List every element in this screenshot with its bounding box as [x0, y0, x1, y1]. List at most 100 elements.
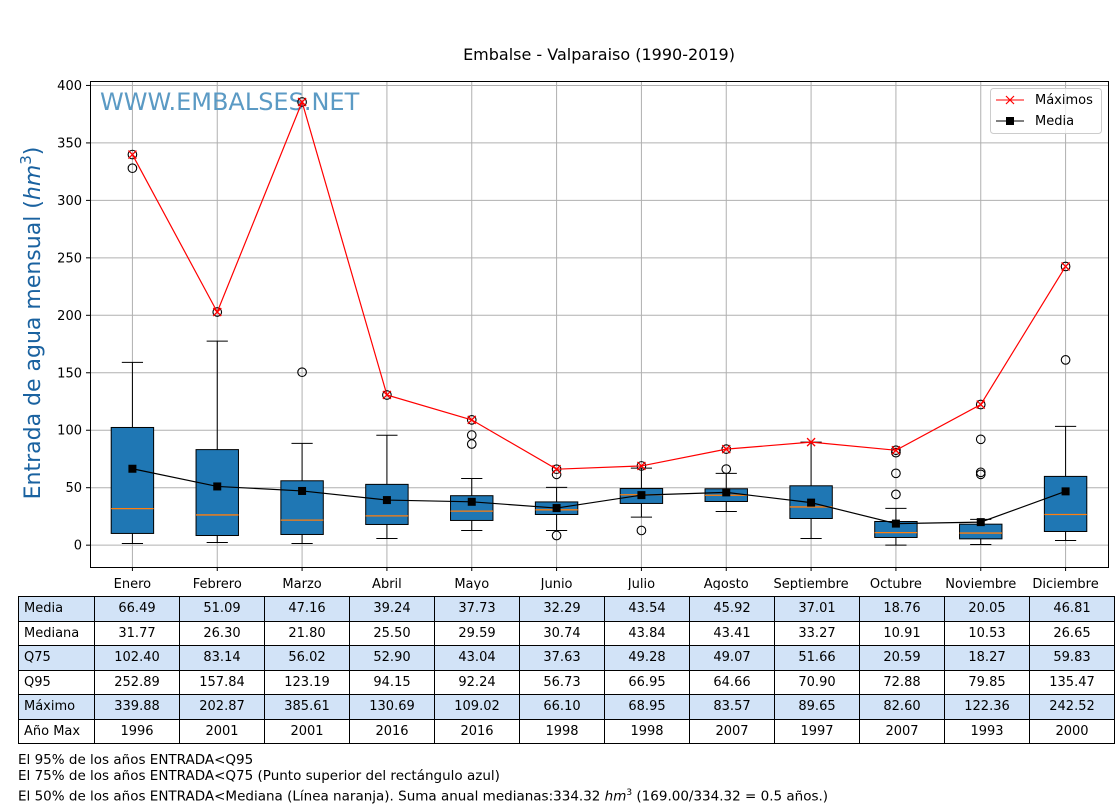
table-cell: 46.81: [1029, 596, 1115, 622]
table-cell: 79.85: [944, 669, 1030, 695]
table-cell: 31.77: [94, 620, 180, 646]
box-iqr: [365, 483, 409, 525]
table-cell: 82.60: [859, 694, 945, 720]
legend-x-marker-icon: [1005, 95, 1015, 105]
table-cell: 83.14: [179, 645, 265, 671]
y-tick-label: 0: [74, 539, 82, 554]
box-abril: [365, 390, 409, 539]
y-tick-label: 250: [57, 251, 82, 266]
x-tick-label: Enero: [114, 577, 152, 590]
table-cell: 83.57: [689, 694, 775, 720]
line-media: [132, 468, 1066, 525]
table-cell: 10.91: [859, 620, 945, 646]
note-q95: El 95% de los años ENTRADA<Q95: [18, 752, 254, 768]
table-cell: 43.04: [434, 645, 520, 671]
note-median-ratio: (169.00/334.32 = 0.5 años.): [632, 788, 829, 805]
x-tick-label: Mayo: [454, 577, 489, 590]
legend-square-marker-icon: [1006, 117, 1014, 125]
box-mayo: [450, 415, 494, 531]
outlier-point: [891, 489, 901, 500]
maximos-point: [297, 97, 307, 107]
outlier-point: [721, 464, 732, 474]
watermark: WWW.EMBALSES.NET: [100, 88, 360, 116]
media-point: [467, 497, 476, 506]
table-cell: 1998: [604, 718, 690, 744]
outlier-point: [466, 430, 477, 440]
table-cell: 20.05: [944, 596, 1030, 622]
row-label: Mediana: [18, 620, 95, 646]
chart-title: Embalse - Valparaiso (1990-2019): [463, 45, 735, 64]
table-cell: 122.36: [944, 694, 1030, 720]
x-tick-label: Agosto: [704, 577, 749, 590]
table-cell: 39.24: [349, 596, 435, 622]
outlier-point: [127, 149, 138, 160]
outlier-point: [382, 390, 392, 400]
table-cell: 32.29: [519, 596, 605, 622]
media-point: [807, 498, 816, 507]
box-iqr: [959, 523, 1003, 540]
outlier-point: [975, 399, 986, 410]
table-cell: 49.28: [604, 645, 690, 671]
table-cell: 10.53: [944, 620, 1030, 646]
y-axis-label-exp: 3: [17, 155, 35, 165]
table-cell: 109.02: [434, 694, 520, 720]
y-tick-label: 400: [57, 79, 82, 94]
table-cell: 43.84: [604, 620, 690, 646]
table-cell: 94.15: [349, 669, 435, 695]
table-cell: 33.27: [774, 620, 860, 646]
media-point: [722, 488, 731, 497]
x-axis: Enero Febrero Marzo Abril Mayo Junio Julio Agos…: [114, 567, 1099, 590]
media-point: [1061, 487, 1070, 496]
table-cell: 2001: [179, 718, 265, 744]
outlier-point: [212, 307, 223, 317]
box-enero: [110, 149, 155, 544]
outlier-point: [297, 97, 307, 107]
table-cell: 242.52: [1029, 694, 1115, 720]
table-cell: 92.24: [434, 669, 520, 695]
box-iqr: [110, 426, 155, 534]
note-median: El 50% de los años ENTRADA<Mediana (Líne…: [18, 788, 828, 805]
y-tick-label: 150: [57, 366, 82, 381]
media-point: [213, 482, 222, 491]
maximos-point: [976, 400, 986, 409]
outlier-point: [975, 434, 986, 445]
y-axis-label-unit: hm: [21, 165, 46, 200]
box-diciembre: [1043, 261, 1088, 541]
media-point: [891, 519, 900, 528]
row-label: Media: [18, 596, 95, 622]
table-cell: 51.09: [179, 596, 265, 622]
row-label: Q75: [18, 645, 95, 671]
table-row: Máximo 339.88 202.87 385.61 130.69 109.02 66.1…: [18, 694, 1115, 720]
table-cell: 20.59: [859, 645, 945, 671]
note-q75: El 75% de los años ENTRADA<Q75 (Punto su…: [18, 768, 500, 784]
outlier-point: [297, 367, 307, 378]
table-cell: 1993: [944, 718, 1030, 744]
table-cell: 49.07: [689, 645, 775, 671]
maximos-point: [552, 464, 562, 474]
media-point: [128, 464, 137, 473]
y-tick-label: 100: [57, 424, 82, 439]
x-tick-label: Septiembre: [773, 577, 848, 590]
table-cell: 37.63: [519, 645, 605, 671]
x-tick-label: Noviembre: [945, 577, 1016, 590]
y-axis-label: Entrada de agua mensual (hm3): [17, 147, 46, 500]
table-cell: 29.59: [434, 620, 520, 646]
table-cell: 2016: [349, 718, 435, 744]
outlier-point: [975, 467, 986, 478]
boxes: [110, 97, 1088, 546]
note-unit: hm: [604, 788, 627, 805]
row-label: Año Max: [18, 718, 95, 744]
table-cell: 385.61: [264, 694, 350, 720]
table-cell: 339.88: [94, 694, 180, 720]
box-septiembre: [789, 441, 833, 539]
table-cell: 21.80: [264, 620, 350, 646]
table-cell: 130.69: [349, 694, 435, 720]
table-cell: 157.84: [179, 669, 265, 695]
line-máximos: [131, 100, 1067, 470]
table-cell: 123.19: [264, 669, 350, 695]
table-cell: 66.95: [604, 669, 690, 695]
maximos-point: [1061, 261, 1071, 271]
row-label: Q95: [18, 669, 95, 695]
box-iqr: [195, 449, 239, 537]
table-cell: 66.49: [94, 596, 180, 622]
